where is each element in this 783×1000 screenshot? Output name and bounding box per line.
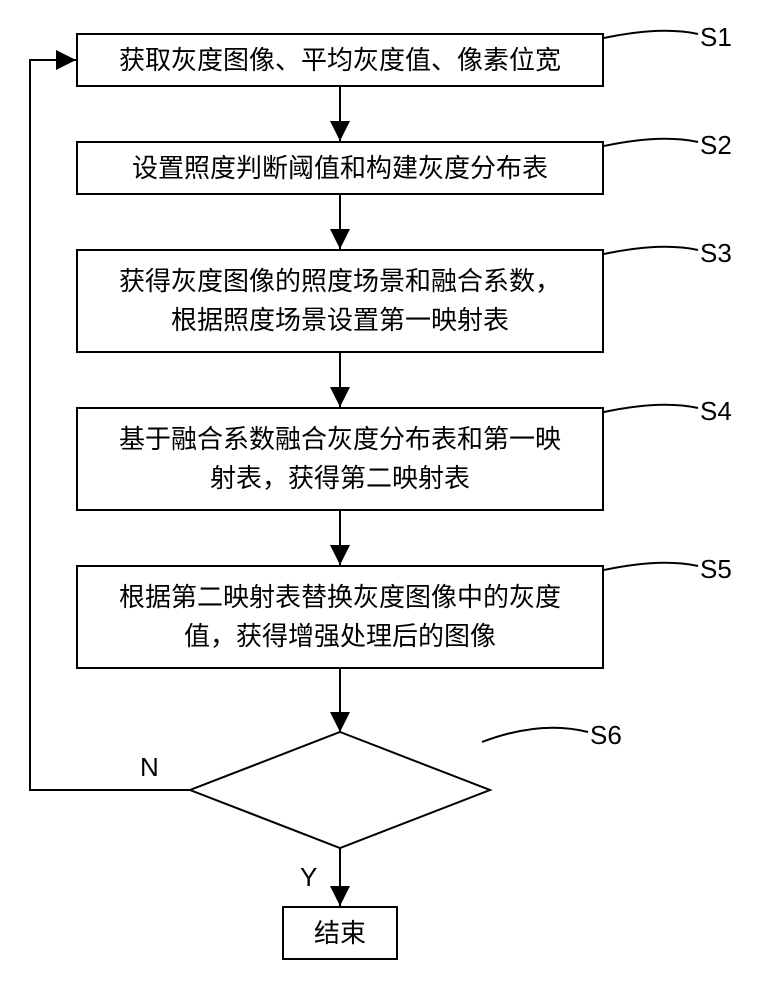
step-s4-text: 基于融合系数融合灰度分布表和第一映 射表，获得第二映射表: [119, 420, 561, 498]
step-s4: 基于融合系数融合灰度分布表和第一映 射表，获得第二映射表: [76, 407, 604, 511]
step-s3: 获得灰度图像的照度场景和融合系数， 根据照度场景设置第一映射表: [76, 249, 604, 353]
step-s1-text: 获取灰度图像、平均灰度值、像素位宽: [119, 41, 561, 80]
diamond-text: 判断是否完成: [240, 774, 440, 811]
step-s3-text: 获得灰度图像的照度场景和融合系数， 根据照度场景设置第一映射表: [119, 262, 561, 340]
label-s1: S1: [700, 22, 732, 53]
label-n: N: [140, 752, 159, 783]
label-s6: S6: [590, 720, 622, 751]
label-s3: S3: [700, 238, 732, 269]
label-s2: S2: [700, 130, 732, 161]
step-s5: 根据第二映射表替换灰度图像中的灰度 值，获得增强处理后的图像: [76, 565, 604, 669]
label-y: Y: [300, 862, 317, 893]
step-s2-text: 设置照度判断阈值和构建灰度分布表: [132, 149, 548, 188]
step-s2: 设置照度判断阈值和构建灰度分布表: [76, 141, 604, 195]
step-s5-text: 根据第二映射表替换灰度图像中的灰度 值，获得增强处理后的图像: [119, 578, 561, 656]
label-s4: S4: [700, 396, 732, 427]
label-s5: S5: [700, 554, 732, 585]
step-s1: 获取灰度图像、平均灰度值、像素位宽: [76, 33, 604, 87]
step-end: 结束: [282, 906, 398, 960]
step-end-text: 结束: [314, 914, 366, 953]
